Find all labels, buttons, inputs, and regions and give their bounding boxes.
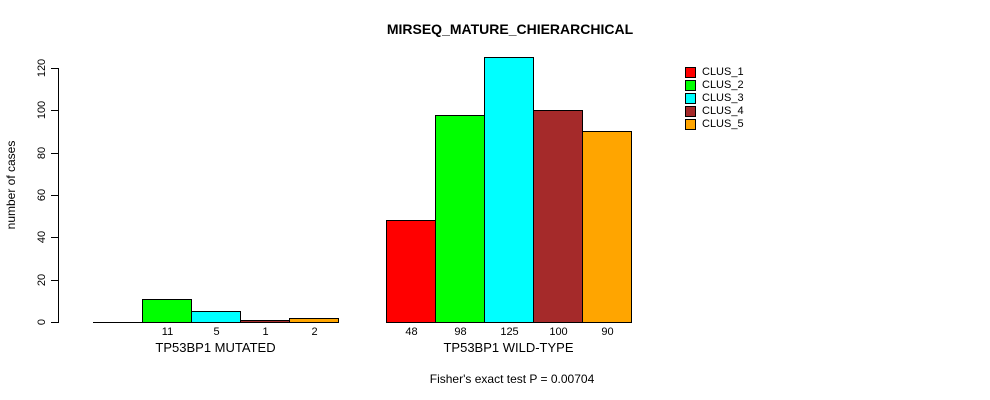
- bar-clus_5: [582, 131, 632, 323]
- legend-swatch-clus_5: [685, 119, 696, 130]
- bar-clus_1: [386, 220, 436, 323]
- legend-label: CLUS_1: [702, 66, 744, 78]
- bar-value-label: 125: [500, 326, 519, 338]
- y-axis-tick-label: 60: [36, 188, 48, 202]
- bar-clus_2: [435, 115, 485, 323]
- bar-clus_3: [191, 311, 241, 323]
- bar-value-label: 100: [549, 326, 568, 338]
- y-axis-tick-label: 20: [36, 273, 48, 287]
- y-axis-tick-label: 120: [36, 58, 48, 78]
- bar-clus_1: [93, 322, 143, 323]
- bar-value-label: 2: [311, 326, 318, 338]
- bar-value-label: 5: [213, 326, 220, 338]
- y-axis-tick-label: 0: [36, 318, 48, 326]
- y-axis-tick: [51, 237, 58, 238]
- bar-value-label: 11: [161, 326, 174, 338]
- legend-swatch-clus_1: [685, 67, 696, 78]
- footnote: Fisher's exact test P = 0.00704: [429, 372, 595, 386]
- y-axis-tick: [51, 68, 58, 69]
- y-axis-tick: [51, 195, 58, 196]
- bar-value-label: 48: [405, 326, 418, 338]
- legend-label: CLUS_3: [702, 92, 744, 104]
- x-axis-group-label: TP53BP1 MUTATED: [155, 340, 276, 355]
- y-axis-label: number of cases: [4, 140, 18, 230]
- x-axis-group-label: TP53BP1 WILD-TYPE: [443, 340, 574, 355]
- y-axis-tick: [51, 110, 58, 111]
- chart-title: MIRSEQ_MATURE_CHIERARCHICAL: [386, 21, 634, 37]
- bar-clus_5: [289, 318, 339, 323]
- bar-value-label: 90: [601, 326, 614, 338]
- bar-clus_4: [240, 320, 290, 323]
- legend-swatch-clus_3: [685, 93, 696, 104]
- y-axis-tick-label: 100: [36, 100, 48, 120]
- legend-swatch-clus_4: [685, 106, 696, 117]
- y-axis-line: [58, 68, 59, 323]
- legend-label: CLUS_5: [702, 118, 744, 130]
- bar-value-label: 1: [262, 326, 269, 338]
- bar-clus_3: [484, 57, 534, 323]
- y-axis-tick-label: 40: [36, 230, 48, 244]
- y-axis-tick: [51, 153, 58, 154]
- legend-label: CLUS_4: [702, 105, 744, 117]
- y-axis-tick-label: 80: [36, 146, 48, 160]
- legend-swatch-clus_2: [685, 80, 696, 91]
- bar-clus_2: [142, 299, 192, 323]
- legend-label: CLUS_2: [702, 79, 744, 91]
- bar-clus_4: [533, 110, 583, 323]
- y-axis-tick: [51, 280, 58, 281]
- bar-value-label: 98: [454, 326, 467, 338]
- y-axis-tick: [51, 322, 58, 323]
